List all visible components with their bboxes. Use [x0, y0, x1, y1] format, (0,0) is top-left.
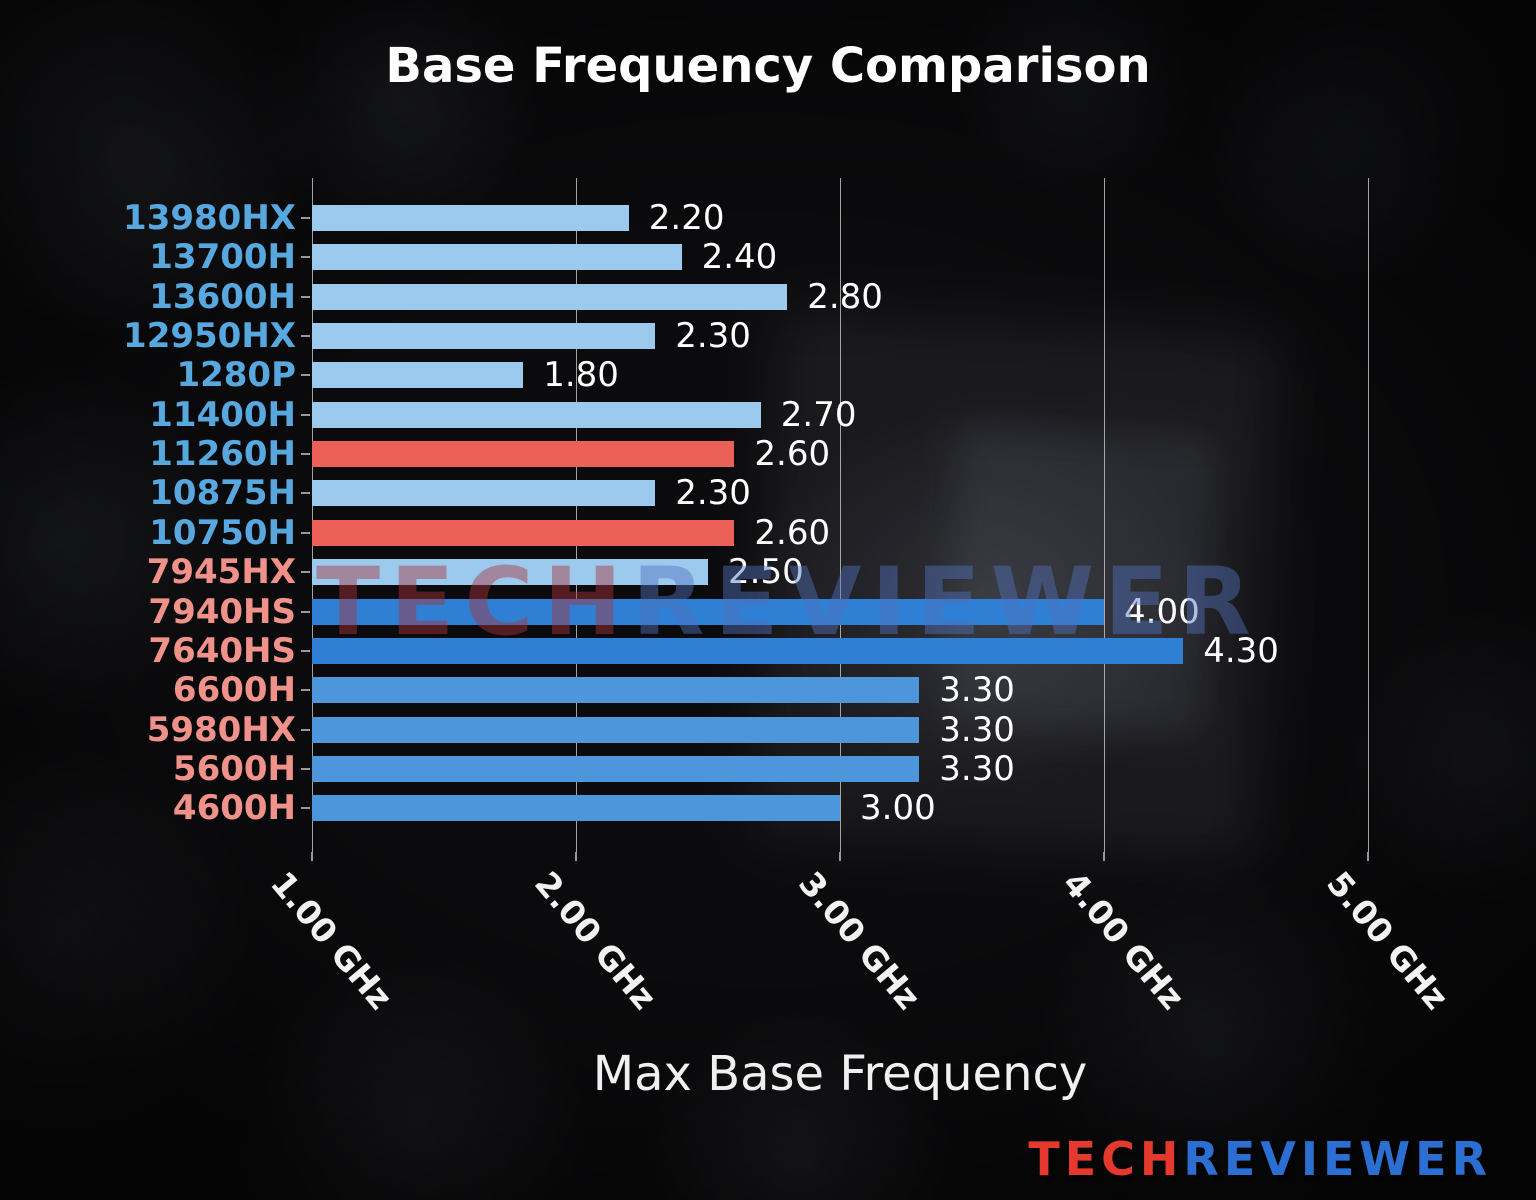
- brand-logo-tech-text: TECH: [1028, 1132, 1184, 1186]
- bar-value: 2.60: [754, 512, 831, 553]
- bar-value: 2.70: [780, 394, 857, 435]
- y-axis-tick: [301, 610, 310, 613]
- bar: [312, 755, 920, 782]
- category-label: 11260H: [149, 434, 296, 475]
- bar-value: 4.00: [1124, 591, 1200, 632]
- bar-value: 2.30: [675, 316, 751, 357]
- bar: [312, 244, 682, 271]
- y-axis-tick: [301, 767, 310, 770]
- category-label: 11400H: [149, 394, 296, 435]
- category-label: 10875H: [149, 473, 296, 514]
- category-label: 13700H: [149, 237, 296, 278]
- bar: [312, 598, 1104, 625]
- x-axis-tick: [1367, 852, 1369, 861]
- x-tick-label: 1.00 GHz: [263, 864, 401, 1017]
- y-axis-tick: [301, 413, 310, 416]
- grid-line: [576, 178, 577, 852]
- watermark: TECHREVIEWER: [316, 548, 1261, 657]
- bar-value: 3.30: [939, 709, 1015, 750]
- y-axis-tick: [301, 649, 310, 652]
- bar: [312, 480, 656, 507]
- bar: [312, 401, 761, 428]
- bar-value: 2.40: [701, 237, 778, 278]
- category-label: 13980HX: [123, 198, 296, 238]
- x-axis-tick: [311, 852, 313, 861]
- bar: [312, 559, 708, 586]
- bar-value: 1.80: [543, 355, 619, 396]
- x-tick-label: 5.00 GHz: [1319, 864, 1457, 1017]
- y-axis-tick: [301, 807, 310, 810]
- y-axis-tick: [301, 492, 310, 495]
- y-axis-tick: [301, 217, 310, 219]
- bar: [312, 441, 735, 468]
- category-label: 1280P: [176, 355, 296, 396]
- x-tick-label: 4.00 GHz: [1055, 864, 1193, 1017]
- y-axis-tick: [301, 571, 310, 574]
- x-axis-tick: [575, 852, 577, 861]
- x-axis-tick: [1103, 852, 1105, 861]
- x-axis-label: Max Base Frequency: [592, 1046, 1088, 1102]
- bar-value: 3.30: [939, 748, 1015, 789]
- bar: [312, 637, 1184, 664]
- category-label: 7640HS: [148, 630, 296, 671]
- y-axis-tick: [301, 453, 310, 456]
- bar-value: 2.30: [675, 473, 751, 514]
- bar-value: 4.30: [1203, 630, 1279, 671]
- x-tick-label: 3.00 GHz: [791, 864, 929, 1017]
- grid-line: [312, 178, 313, 852]
- bar: [312, 205, 629, 231]
- category-label: 5980HX: [146, 709, 296, 750]
- bar-value: 3.00: [860, 788, 936, 829]
- bar-value: 2.50: [728, 552, 804, 593]
- bar: [312, 519, 735, 546]
- bar: [312, 362, 524, 389]
- y-axis-tick: [301, 689, 310, 692]
- y-axis-tick: [301, 531, 310, 534]
- category-label: 12950HX: [123, 316, 296, 357]
- y-axis-tick: [301, 728, 310, 731]
- bar-value: 2.80: [807, 276, 883, 317]
- category-label: 7945HX: [146, 552, 296, 593]
- category-label: 7940HS: [148, 591, 296, 632]
- y-axis-tick: [301, 256, 310, 259]
- chart-title: Base Frequency Comparison: [385, 38, 1151, 94]
- x-tick-label: 2.00 GHz: [527, 864, 665, 1017]
- brand-logo-reviewer-text: REVIEWER: [1183, 1132, 1492, 1186]
- bar: [312, 716, 920, 743]
- category-label: 4600H: [172, 788, 296, 829]
- y-axis-tick: [301, 295, 310, 298]
- bar-value: 2.60: [754, 434, 831, 475]
- bar-value: 2.20: [648, 198, 725, 238]
- grid-line: [1368, 178, 1369, 852]
- category-label: 13600H: [149, 276, 296, 317]
- watermark-tech-text: TECH: [316, 548, 632, 657]
- watermark-reviewer-text: REVIEWER: [632, 548, 1261, 657]
- bar-value: 3.30: [939, 670, 1015, 711]
- y-axis-tick: [301, 335, 310, 338]
- category-label: 6600H: [172, 670, 296, 711]
- grid-line: [1104, 178, 1105, 852]
- grid-line: [840, 178, 841, 852]
- bar: [312, 795, 840, 822]
- bar: [312, 283, 788, 310]
- bar: [312, 323, 656, 350]
- category-label: 10750H: [149, 512, 296, 553]
- category-label: 5600H: [172, 748, 296, 789]
- brand-logo: TECHREVIEWER: [1028, 1132, 1492, 1186]
- x-axis-tick: [839, 852, 841, 861]
- bar: [312, 677, 920, 704]
- y-axis-tick: [301, 374, 310, 377]
